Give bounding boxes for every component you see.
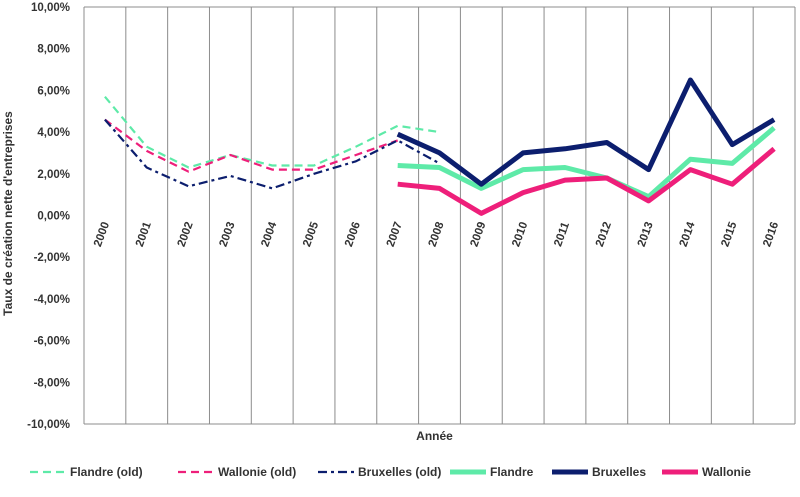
- legend-label: Bruxelles: [592, 465, 646, 479]
- x-tick-label: 2007: [385, 220, 405, 248]
- x-tick-label: 2012: [594, 220, 614, 248]
- x-tick-label: 2006: [343, 220, 363, 248]
- series-line-bruxelles-old: [104, 118, 441, 190]
- legend: Flandre (old) Wallonie (old) Bruxelles (ol…: [30, 465, 751, 479]
- x-tick-label: 2015: [719, 220, 739, 249]
- legend-label: Wallonie (old): [218, 465, 296, 479]
- y-tick-label: -8,00%: [34, 377, 70, 389]
- y-axis-title: Taux de création nette d'entreprises: [1, 111, 15, 316]
- series-line-wallonie: [397, 146, 776, 216]
- y-tick-label: 2,00%: [37, 169, 70, 181]
- x-tick-label: 2004: [259, 220, 279, 249]
- x-tick-label: 2011: [552, 220, 572, 248]
- series-line-bruxelles: [396, 77, 776, 187]
- x-tick-label: 2008: [427, 220, 447, 249]
- legend-label: Flandre: [490, 465, 534, 479]
- x-tick-label: 2010: [510, 220, 530, 248]
- x-tick-label: 2000: [92, 220, 112, 248]
- x-tick-label: 2005: [301, 220, 321, 249]
- x-tick-label: 2003: [218, 220, 238, 248]
- y-tick-label: 10,00%: [31, 2, 70, 14]
- y-tick-label: -4,00%: [34, 294, 70, 306]
- x-tick-label: 2002: [176, 220, 196, 248]
- y-tick-label: 6,00%: [37, 85, 70, 97]
- legend-label: Bruxelles (old): [358, 465, 441, 479]
- x-tick-labels: 2000 2001 2002 2003 2004 2005 2006 2007 2008 2009…: [92, 220, 781, 249]
- legend-label: Wallonie: [702, 465, 751, 479]
- x-tick-label: 2014: [678, 220, 698, 249]
- y-tick-label: -6,00%: [34, 336, 70, 348]
- legend-label: Flandre (old): [70, 465, 143, 479]
- y-tick-label: -10,00%: [27, 419, 70, 431]
- x-tick-label: 2016: [761, 220, 781, 248]
- y-tick-label: 0,00%: [37, 211, 70, 223]
- x-tick-label: 2009: [468, 220, 488, 248]
- x-tick-label: 2013: [636, 220, 656, 248]
- series-lines: [104, 77, 776, 216]
- y-tick-label: -2,00%: [34, 252, 70, 264]
- grid: [83, 6, 796, 425]
- series-line-flandre: [397, 125, 776, 200]
- series-line-flandre-old: [104, 95, 440, 169]
- y-tick-labels: 10,00% 8,00% 6,00% 4,00% 2,00% 0,00% -2,00% -4,…: [27, 2, 70, 431]
- y-tick-label: 4,00%: [37, 127, 70, 139]
- x-tick-label: 2001: [134, 220, 154, 249]
- series-line-wallonie-old: [104, 118, 399, 173]
- y-tick-label: 8,00%: [37, 44, 70, 56]
- x-axis-title: Année: [416, 429, 453, 443]
